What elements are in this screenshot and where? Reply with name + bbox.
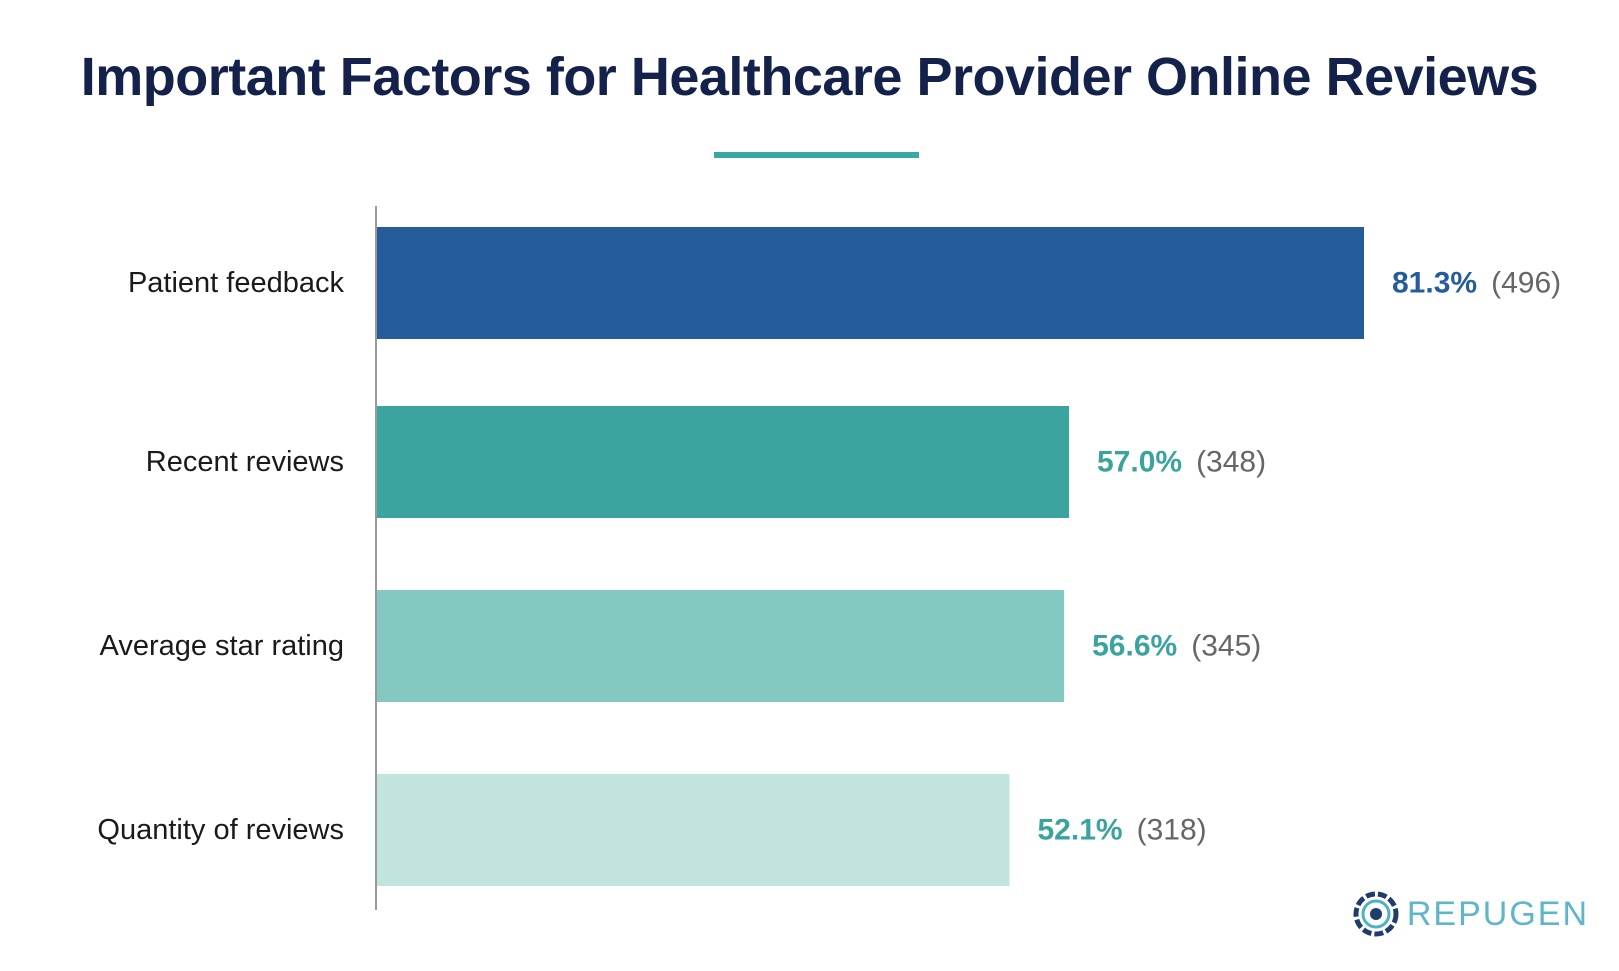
value-label-3: 52.1%: [1038, 814, 1123, 847]
value-label-1: 57.0%: [1097, 446, 1182, 479]
category-label-0: Patient feedback: [128, 267, 345, 299]
repugen-logo: REPUGEN: [1351, 889, 1589, 939]
category-label-1: Recent reviews: [146, 446, 344, 478]
chart-title: Important Factors for Healthcare Provide…: [80, 47, 1539, 107]
bar-2: [377, 590, 1065, 702]
repugen-logo-icon: [1353, 891, 1399, 937]
repugen-logo-text: REPUGEN: [1406, 894, 1589, 933]
category-label-2: Average star rating: [100, 630, 345, 662]
count-label-3: (318): [1137, 814, 1207, 847]
count-label-0: (496): [1491, 267, 1561, 300]
bar-1: [377, 406, 1069, 518]
count-label-1: (348): [1196, 446, 1266, 479]
value-label-2: 56.6%: [1092, 630, 1177, 663]
bar-0: [377, 227, 1364, 339]
title-underline: [714, 152, 919, 158]
bars-layer: Patient feedback 81.3% (496) Recent reviews…: [97, 227, 1561, 886]
value-label-0: 81.3%: [1392, 267, 1477, 300]
bar-3: [377, 774, 1010, 886]
count-label-2: (345): [1191, 630, 1261, 663]
category-label-3: Quantity of reviews: [97, 814, 344, 846]
